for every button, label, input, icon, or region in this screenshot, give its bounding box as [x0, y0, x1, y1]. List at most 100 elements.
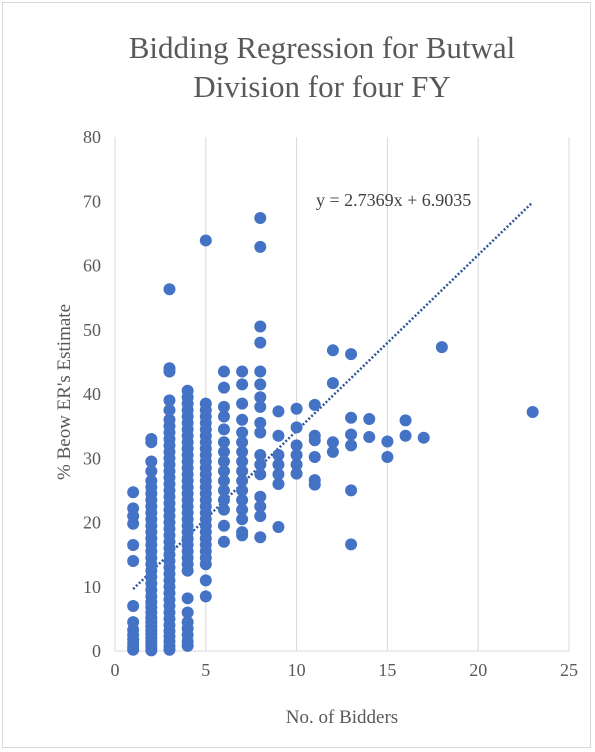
scatter-point [217, 455, 230, 468]
scatter-point [417, 431, 430, 444]
scatter-point [326, 344, 339, 357]
scatter-point [217, 400, 230, 413]
scatter-point [199, 234, 212, 247]
scatter-point [236, 413, 249, 426]
scatter-point [254, 490, 267, 503]
scatter-point [217, 474, 230, 487]
y-axis-title: % Beow ER's Estimate [54, 304, 75, 480]
scatter-point [217, 410, 230, 423]
scatter-point [217, 423, 230, 436]
scatter-point [236, 436, 249, 449]
x-tick-label: 20 [469, 660, 487, 680]
scatter-point [272, 468, 285, 481]
scatter-point [181, 606, 194, 619]
tick-labels: 0 5 10 15 20 25 0 10 20 30 40 50 60 70 80 [83, 127, 578, 680]
scatter-point [345, 411, 358, 424]
data-points [127, 211, 539, 657]
y-tick-label: 20 [83, 513, 101, 533]
scatter-point [345, 538, 358, 551]
scatter-point [435, 341, 448, 354]
scatter-point [254, 510, 267, 523]
x-tick-label: 5 [201, 660, 210, 680]
scatter-point [236, 503, 249, 516]
scatter-point [163, 362, 176, 375]
scatter-point [254, 378, 267, 391]
scatter-point [217, 381, 230, 394]
scatter-point [236, 465, 249, 478]
scatter-point [217, 519, 230, 532]
scatter-point [236, 484, 249, 497]
scatter-point [199, 397, 212, 410]
scatter-point [399, 414, 412, 427]
scatter-point [127, 538, 140, 551]
scatter-point [254, 320, 267, 333]
trendline-equation: y = 2.7369x + 6.9035 [316, 190, 471, 210]
scatter-point [254, 449, 267, 462]
scatter-point [217, 436, 230, 449]
scatter-point [236, 378, 249, 391]
scatter-point [308, 450, 321, 463]
scatter-point [236, 526, 249, 539]
scatter-point [236, 397, 249, 410]
scatter-point [181, 592, 194, 605]
scatter-point [254, 458, 267, 471]
y-tick-label: 50 [83, 320, 101, 340]
x-tick-label: 10 [288, 660, 306, 680]
scatter-point [254, 400, 267, 413]
y-tick-label: 40 [83, 384, 101, 404]
scatter-point [127, 600, 140, 613]
scatter-point [217, 484, 230, 497]
scatter-point [254, 240, 267, 253]
scatter-point [254, 336, 267, 349]
scatter-point [254, 211, 267, 224]
scatter-point [363, 431, 376, 444]
scatter-point [308, 398, 321, 411]
scatter-point [326, 436, 339, 449]
scatter-point [236, 445, 249, 458]
scatter-point [254, 531, 267, 544]
y-tick-label: 30 [83, 448, 101, 468]
scatter-point [217, 535, 230, 548]
scatter-point [290, 402, 303, 415]
scatter-point [272, 458, 285, 471]
scatter-point [363, 413, 376, 426]
scatter-point [345, 428, 358, 441]
y-tick-label: 60 [83, 256, 101, 276]
scatter-point [236, 455, 249, 468]
y-tick-label: 10 [83, 577, 101, 597]
scatter-point [163, 404, 176, 417]
scatter-point [381, 435, 394, 448]
scatter-point [326, 445, 339, 458]
x-axis-title: No. of Bidders [286, 707, 398, 728]
scatter-point [127, 502, 140, 515]
scatter-point [145, 455, 158, 468]
trendline-group [132, 201, 534, 590]
scatter-point [236, 474, 249, 487]
scatter-point [254, 391, 267, 404]
scatter-point [345, 348, 358, 361]
x-tick-label: 0 [111, 660, 120, 680]
scatter-point [181, 616, 194, 629]
chart-title-line-1: Bidding Regression for Butwal [129, 30, 516, 65]
scatter-point [345, 484, 358, 497]
scatter-point [254, 426, 267, 439]
scatter-point [236, 426, 249, 439]
scatter-point [181, 384, 194, 397]
scatter-point [254, 365, 267, 378]
scatter-point [217, 465, 230, 478]
scatter-point [236, 513, 249, 526]
scatter-point [254, 416, 267, 429]
scatter-point [290, 467, 303, 480]
chart-title-line-2: Division for four FY [193, 69, 450, 104]
scatter-point [199, 574, 212, 587]
scatter-point [163, 413, 176, 426]
scatter-point [399, 429, 412, 442]
scatter-point [127, 555, 140, 568]
scatter-point [254, 500, 267, 513]
scatter-point [272, 449, 285, 462]
scatter-point [308, 429, 321, 442]
scatter-point [127, 616, 140, 629]
x-tick-label: 15 [378, 660, 396, 680]
scatter-point [326, 377, 339, 390]
